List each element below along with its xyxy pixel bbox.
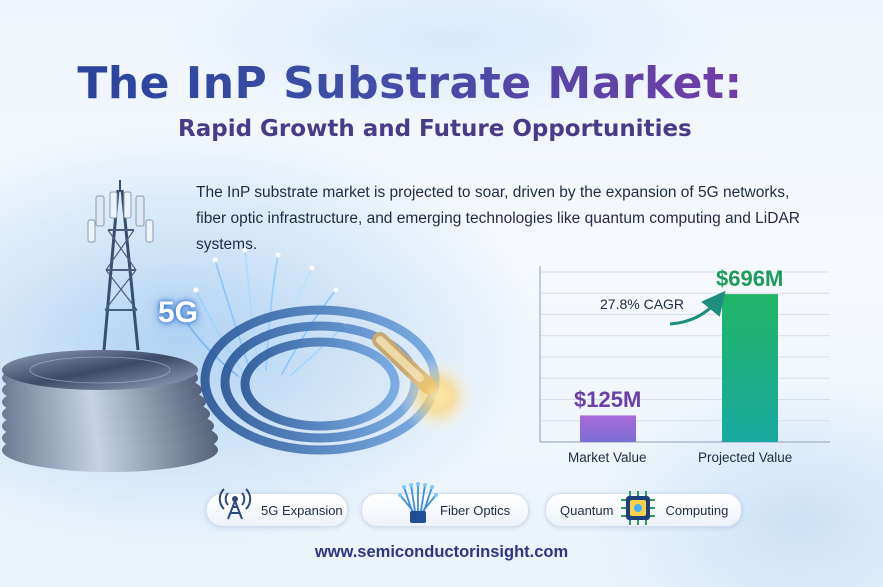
feature-label-fiber: Fiber Optics bbox=[440, 502, 511, 518]
description-line-1: The InP substrate market is projected to… bbox=[196, 184, 790, 201]
description: The InP substrate market is projected to… bbox=[196, 180, 806, 258]
x-tick-label-market: Market Value bbox=[568, 450, 647, 465]
feature-label-quantum: Quantum bbox=[560, 502, 614, 518]
page-subtitle: Rapid Growth and Future Opportunities bbox=[178, 116, 692, 142]
fiber-optic-cable-icon bbox=[200, 305, 478, 455]
x-tick-label-projected: Projected Value bbox=[698, 450, 793, 465]
description-line-2: fiber optic infrastructure, and emerging… bbox=[196, 210, 800, 253]
chart-svg bbox=[539, 266, 830, 443]
feature-label-computing: Computing bbox=[665, 502, 729, 518]
wafer-stack-icon bbox=[2, 350, 218, 472]
cagr-arrow bbox=[669, 290, 726, 326]
antenna-icon bbox=[218, 488, 252, 520]
cell-tower-icon bbox=[87, 180, 154, 351]
feature-pill-5g: 5G Expansion bbox=[206, 488, 348, 527]
cagr-annotation: 27.8% CAGR bbox=[600, 296, 685, 312]
tower-5g-label: 5G bbox=[158, 296, 199, 329]
feature-label-5g: 5G Expansion bbox=[261, 502, 343, 518]
footer-url[interactable]: www.semiconductorinsight.com bbox=[314, 543, 569, 561]
bar-market-value bbox=[580, 415, 636, 442]
bar-projected-value bbox=[722, 294, 778, 442]
chip-icon bbox=[621, 491, 656, 525]
feature-pill-quantum: Quantum Computing bbox=[545, 491, 742, 527]
feature-pill-fiber: Fiber Optics bbox=[361, 482, 529, 527]
fiber-icon bbox=[398, 482, 438, 523]
page-title: The InP Substrate Market: bbox=[0, 58, 820, 109]
bar-value-label-market: $125M bbox=[574, 387, 642, 413]
illustration bbox=[2, 180, 478, 472]
chart: $125M $696M 27.8% CAGR Market Value Proj… bbox=[530, 262, 840, 472]
bar-value-label-projected: $696M bbox=[716, 266, 784, 292]
